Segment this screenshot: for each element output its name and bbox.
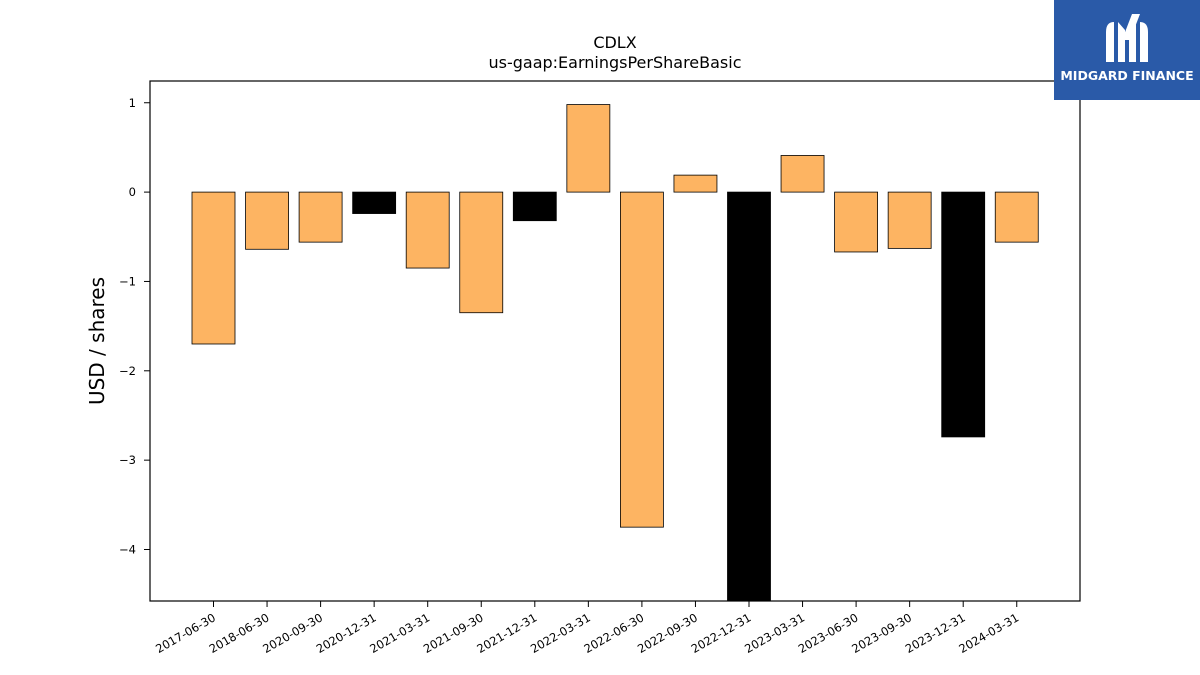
y-tick-label: −2 bbox=[119, 364, 136, 378]
x-tick-label: 2021-03-31 bbox=[367, 610, 432, 656]
x-tick-label: 2023-06-30 bbox=[796, 610, 861, 656]
chart-subtitle: us-gaap:EarningsPerShareBasic bbox=[488, 53, 741, 72]
bar-2023-12-31 bbox=[941, 191, 986, 438]
bar-2022-06-30 bbox=[620, 191, 664, 528]
x-tick-label: 2023-03-31 bbox=[742, 610, 807, 656]
bar-2024-03-31 bbox=[994, 191, 1039, 243]
bar-2020-09-30 bbox=[298, 191, 343, 243]
y-tick-label: −1 bbox=[119, 274, 136, 288]
bar-2021-12-31 bbox=[512, 191, 557, 222]
y-tick-label: −3 bbox=[119, 453, 136, 467]
logo: MIDGARD FINANCE bbox=[1054, 0, 1200, 100]
bar-2023-09-30 bbox=[887, 191, 932, 249]
x-tick-label: 2021-12-31 bbox=[474, 610, 539, 656]
x-tick-label: 2021-09-30 bbox=[421, 610, 486, 656]
x-tick-label: 2022-12-31 bbox=[689, 610, 754, 656]
x-tick-label: 2020-12-31 bbox=[314, 610, 379, 656]
bar-2018-06-30 bbox=[245, 191, 289, 250]
y-axis-label: USD / shares bbox=[85, 277, 109, 405]
x-tick-label: 2017-06-30 bbox=[153, 610, 218, 656]
x-tick-label: 2022-09-30 bbox=[635, 610, 700, 656]
y-tick-label: 1 bbox=[129, 96, 136, 110]
bar-2022-03-31 bbox=[566, 104, 611, 193]
bar-2022-09-30 bbox=[673, 174, 718, 193]
bar-2017-06-30 bbox=[191, 191, 236, 345]
y-tick-label: 0 bbox=[129, 185, 136, 199]
mf-logo-icon bbox=[1106, 14, 1148, 62]
y-ticks-group: 1 0 −1 −2 −3 −4 bbox=[119, 96, 150, 557]
x-ticks-group: 2017-06-302018-06-302020-09-302020-12-31… bbox=[153, 601, 1021, 656]
bars-group bbox=[191, 104, 1039, 601]
bar-2022-12-31 bbox=[727, 191, 771, 601]
bar-2021-03-31 bbox=[405, 191, 450, 269]
x-tick-label: 2018-06-30 bbox=[207, 610, 272, 656]
bar-2021-09-30 bbox=[459, 191, 504, 314]
y-tick-label: −4 bbox=[119, 543, 136, 557]
x-tick-label: 2022-03-31 bbox=[528, 610, 593, 656]
chart-title: CDLX bbox=[593, 33, 636, 52]
x-tick-label: 2023-12-31 bbox=[903, 610, 968, 656]
x-tick-label: 2023-09-30 bbox=[849, 610, 914, 656]
bar-2023-03-31 bbox=[780, 155, 825, 193]
plot-frame bbox=[149, 80, 1081, 602]
x-tick-label: 2020-09-30 bbox=[260, 610, 325, 656]
logo-text: MIDGARD FINANCE bbox=[1060, 68, 1194, 83]
x-tick-label: 2022-06-30 bbox=[582, 610, 647, 656]
bar-2023-06-30 bbox=[834, 191, 878, 253]
bar-2020-12-31 bbox=[352, 191, 397, 214]
x-tick-label: 2024-03-31 bbox=[956, 610, 1021, 656]
